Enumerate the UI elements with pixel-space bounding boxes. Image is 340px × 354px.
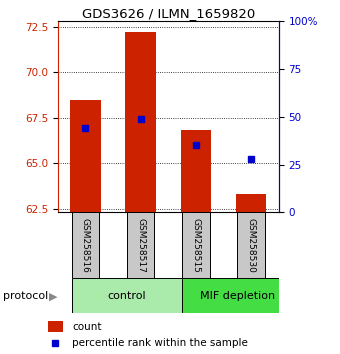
Bar xyxy=(236,194,266,212)
Bar xyxy=(182,212,210,278)
Bar xyxy=(48,321,63,332)
Text: GSM258515: GSM258515 xyxy=(191,218,200,273)
Text: control: control xyxy=(107,291,146,301)
Text: ▶: ▶ xyxy=(49,291,58,301)
Bar xyxy=(127,212,154,278)
Text: GSM258517: GSM258517 xyxy=(136,218,145,273)
Text: count: count xyxy=(72,321,102,332)
Title: GDS3626 / ILMN_1659820: GDS3626 / ILMN_1659820 xyxy=(82,7,255,20)
Bar xyxy=(182,278,293,313)
Bar xyxy=(70,99,101,212)
Bar xyxy=(237,212,265,278)
Text: percentile rank within the sample: percentile rank within the sample xyxy=(72,338,248,348)
Text: GSM258516: GSM258516 xyxy=(81,218,90,273)
Bar xyxy=(72,212,99,278)
Text: protocol: protocol xyxy=(3,291,49,301)
Bar xyxy=(72,278,182,313)
Text: GSM258530: GSM258530 xyxy=(247,218,256,273)
Text: MIF depletion: MIF depletion xyxy=(200,291,275,301)
Bar xyxy=(181,131,211,212)
Bar xyxy=(125,32,156,212)
